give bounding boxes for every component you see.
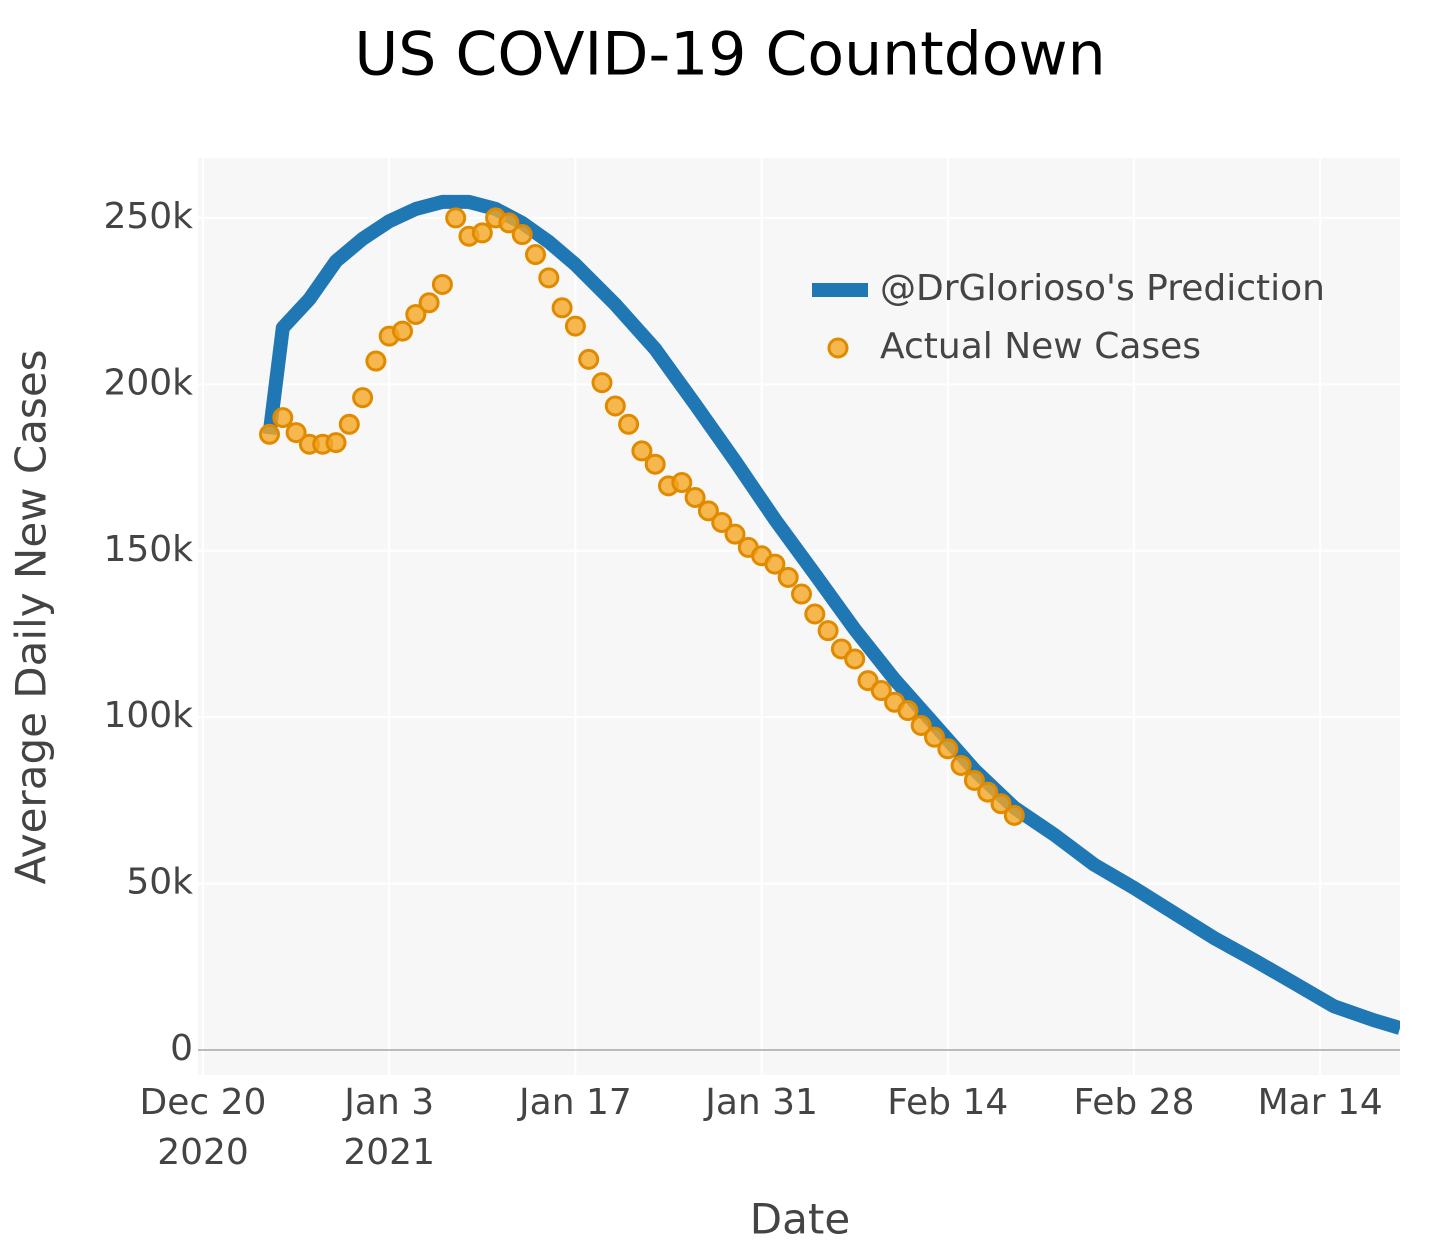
y-tick-label: 150k (103, 529, 193, 570)
data-point (804, 603, 826, 625)
data-point (697, 500, 719, 522)
data-point (392, 320, 413, 342)
data-point (618, 413, 640, 435)
data-point (817, 620, 839, 642)
chart-title: US COVID-19 Countdown (354, 20, 1105, 90)
data-point (365, 350, 387, 372)
x-tick-label: Feb 14 (887, 1082, 1009, 1123)
data-point (764, 553, 786, 575)
data-point (325, 432, 347, 454)
data-point (445, 207, 467, 229)
data-point (498, 212, 520, 234)
data-point (405, 303, 427, 325)
data-point (418, 292, 440, 314)
data-point (897, 700, 919, 722)
data-point (551, 297, 573, 319)
data-point (352, 387, 374, 409)
data-point (844, 648, 866, 670)
y-tick-label: 100k (103, 695, 193, 736)
data-point (431, 273, 453, 295)
plot-layer (259, 194, 1400, 1035)
data-point (631, 440, 653, 462)
legend-label: Actual New Cases (880, 326, 1201, 367)
y-tick-label: 250k (103, 196, 193, 237)
data-point (684, 487, 706, 509)
data-point (711, 511, 733, 533)
legend-label: @DrGlorioso's Prediction (880, 268, 1325, 309)
data-point (977, 781, 999, 803)
data-point (990, 793, 1012, 815)
data-point (471, 222, 493, 244)
y-tick-label: 0 (170, 1028, 193, 1069)
data-point (644, 453, 666, 475)
data-point (511, 224, 533, 246)
data-point (724, 523, 746, 545)
data-point (950, 754, 972, 776)
data-point (671, 472, 693, 494)
data-point (963, 769, 985, 791)
data-point (924, 726, 945, 748)
x-tick-label: Dec 20 2020 (139, 1082, 267, 1173)
x-tick-label: Jan 31 (705, 1082, 818, 1123)
data-point (1003, 804, 1025, 826)
data-point (937, 738, 959, 760)
y-tick-label: 50k (126, 862, 193, 903)
data-point (259, 423, 280, 445)
data-point (910, 715, 932, 737)
x-tick-label: Mar 14 (1257, 1082, 1383, 1123)
data-point (870, 680, 892, 702)
x-tick-label: Jan 17 (519, 1082, 632, 1123)
x-tick-label: Jan 3 2021 (343, 1082, 435, 1173)
y-tick-label: 200k (103, 362, 193, 403)
x-tick-label: Feb 28 (1073, 1082, 1195, 1123)
data-point (578, 348, 600, 370)
data-point (564, 315, 586, 337)
data-point (338, 413, 360, 435)
data-point (604, 395, 626, 417)
data-point (591, 372, 613, 394)
data-point (285, 422, 307, 444)
x-axis-title: Date (750, 1195, 850, 1244)
data-point (538, 267, 560, 289)
legend-swatch (827, 337, 849, 359)
data-point (777, 566, 799, 588)
data-point (791, 583, 812, 605)
prediction-line (262, 194, 1400, 1035)
data-point (272, 407, 294, 429)
data-point (525, 244, 546, 266)
y-axis-title: Average Daily New Cases (7, 349, 56, 884)
